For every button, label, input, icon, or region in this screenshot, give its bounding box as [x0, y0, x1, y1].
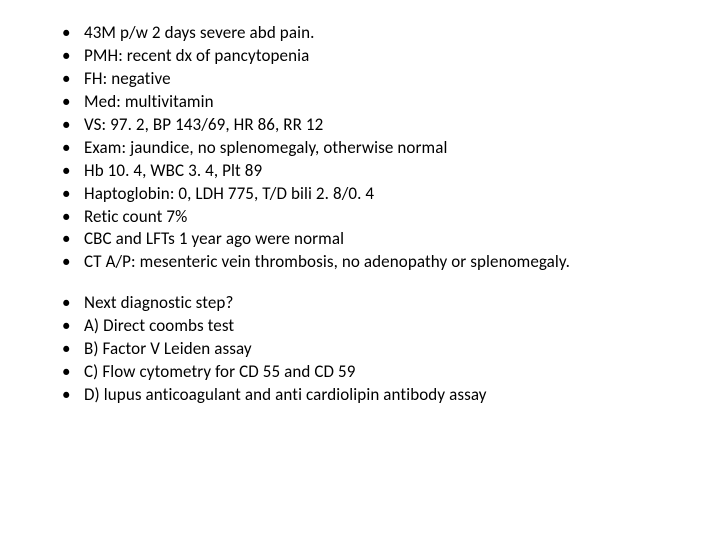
list-item: Med: multivitamin [56, 91, 682, 114]
list-item-text: Exam: jaundice, no splenomegaly, otherwi… [84, 137, 447, 158]
list-item: C) Flow cytometry for CD 55 and CD 59 [56, 361, 682, 384]
list-item: 43M p/w 2 days severe abd pain. [56, 22, 682, 45]
list-item-text: VS: 97. 2, BP 143/69, HR 86, RR 12 [84, 114, 323, 135]
list-item-text: 43M p/w 2 days severe abd pain. [84, 22, 315, 43]
slide: 43M p/w 2 days severe abd pain. PMH: rec… [0, 0, 720, 540]
list-item: B) Factor V Leiden assay [56, 338, 682, 361]
list-item: CT A/P: mesenteric vein thrombosis, no a… [56, 251, 682, 274]
list-item-text: Next diagnostic step? [84, 292, 233, 313]
list-item: VS: 97. 2, BP 143/69, HR 86, RR 12 [56, 114, 682, 137]
question-list: Next diagnostic step? A) Direct coombs t… [56, 292, 682, 407]
list-item: D) lupus anticoagulant and anti cardioli… [56, 384, 682, 407]
list-item-text: Retic count 7% [84, 206, 187, 227]
list-item-text: CT A/P: mesenteric vein thrombosis, no a… [84, 251, 570, 272]
case-list: 43M p/w 2 days severe abd pain. PMH: rec… [56, 22, 682, 274]
list-item: Exam: jaundice, no splenomegaly, otherwi… [56, 137, 682, 160]
list-item: A) Direct coombs test [56, 315, 682, 338]
list-item-text: Haptoglobin: 0, LDH 775, T/D bili 2. 8/0… [84, 183, 374, 204]
list-item-text: Med: multivitamin [84, 91, 214, 112]
list-item-text: Hb 10. 4, WBC 3. 4, Plt 89 [84, 160, 262, 181]
list-item: PMH: recent dx of pancytopenia [56, 45, 682, 68]
list-item-text: CBC and LFTs 1 year ago were normal [84, 228, 344, 249]
list-item-text: B) Factor V Leiden assay [84, 338, 252, 359]
list-item-text: A) Direct coombs test [84, 315, 234, 336]
list-item: Haptoglobin: 0, LDH 775, T/D bili 2. 8/0… [56, 183, 682, 206]
list-item: Hb 10. 4, WBC 3. 4, Plt 89 [56, 160, 682, 183]
list-item-text: FH: negative [84, 68, 171, 89]
list-item-text: PMH: recent dx of pancytopenia [84, 45, 309, 66]
list-item: Retic count 7% [56, 206, 682, 229]
list-item: FH: negative [56, 68, 682, 91]
list-item: CBC and LFTs 1 year ago were normal [56, 228, 682, 251]
list-item-text: D) lupus anticoagulant and anti cardioli… [84, 384, 487, 405]
list-item-text: C) Flow cytometry for CD 55 and CD 59 [84, 361, 355, 382]
list-item: Next diagnostic step? [56, 292, 682, 315]
